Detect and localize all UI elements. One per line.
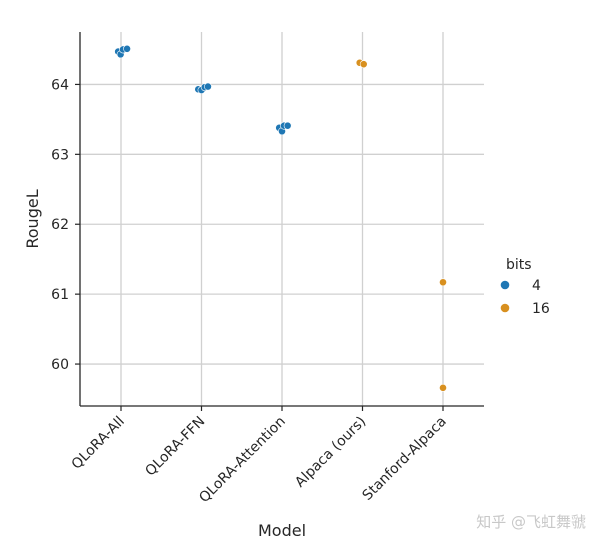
watermark: 知乎 @飞虹舞虢 bbox=[476, 513, 586, 531]
y-axis-label: RougeL bbox=[23, 189, 42, 248]
legend-label-4: 4 bbox=[532, 278, 541, 294]
y-tick-label-61: 61 bbox=[51, 287, 69, 303]
x-tick-label-0: QLoRA-All bbox=[69, 414, 128, 473]
point-series-16-2 bbox=[439, 278, 447, 287]
point-series-4-7 bbox=[204, 82, 212, 91]
y-tick-label-63: 63 bbox=[51, 147, 69, 163]
y-tick-label-60: 60 bbox=[51, 357, 69, 373]
legend-marker-4 bbox=[500, 280, 510, 290]
legend-title: bits bbox=[506, 257, 532, 273]
point-series-16-3 bbox=[439, 383, 447, 392]
point-series-4-3 bbox=[123, 44, 131, 53]
x-tick-label-4: Stanford-Alpaca bbox=[360, 414, 450, 504]
x-tick-label-3: Alpaca (ours) bbox=[292, 414, 369, 491]
x-tick-label-1: QLoRA-FFN bbox=[142, 414, 208, 480]
x-axis-label: Model bbox=[258, 521, 306, 540]
point-series-16-1 bbox=[359, 60, 368, 69]
y-ticks: 60 61 62 63 64 bbox=[51, 77, 80, 373]
data-points bbox=[114, 44, 447, 392]
legend: bits 4 16 bbox=[500, 257, 550, 317]
x-tick-label-2: QLoRA-Attention bbox=[196, 414, 289, 507]
point-series-4-11 bbox=[283, 121, 292, 130]
legend-label-16: 16 bbox=[532, 301, 550, 317]
y-tick-label-64: 64 bbox=[51, 77, 69, 93]
grid-lines bbox=[80, 32, 484, 406]
legend-marker-16 bbox=[500, 303, 510, 313]
y-tick-label-62: 62 bbox=[51, 217, 69, 233]
